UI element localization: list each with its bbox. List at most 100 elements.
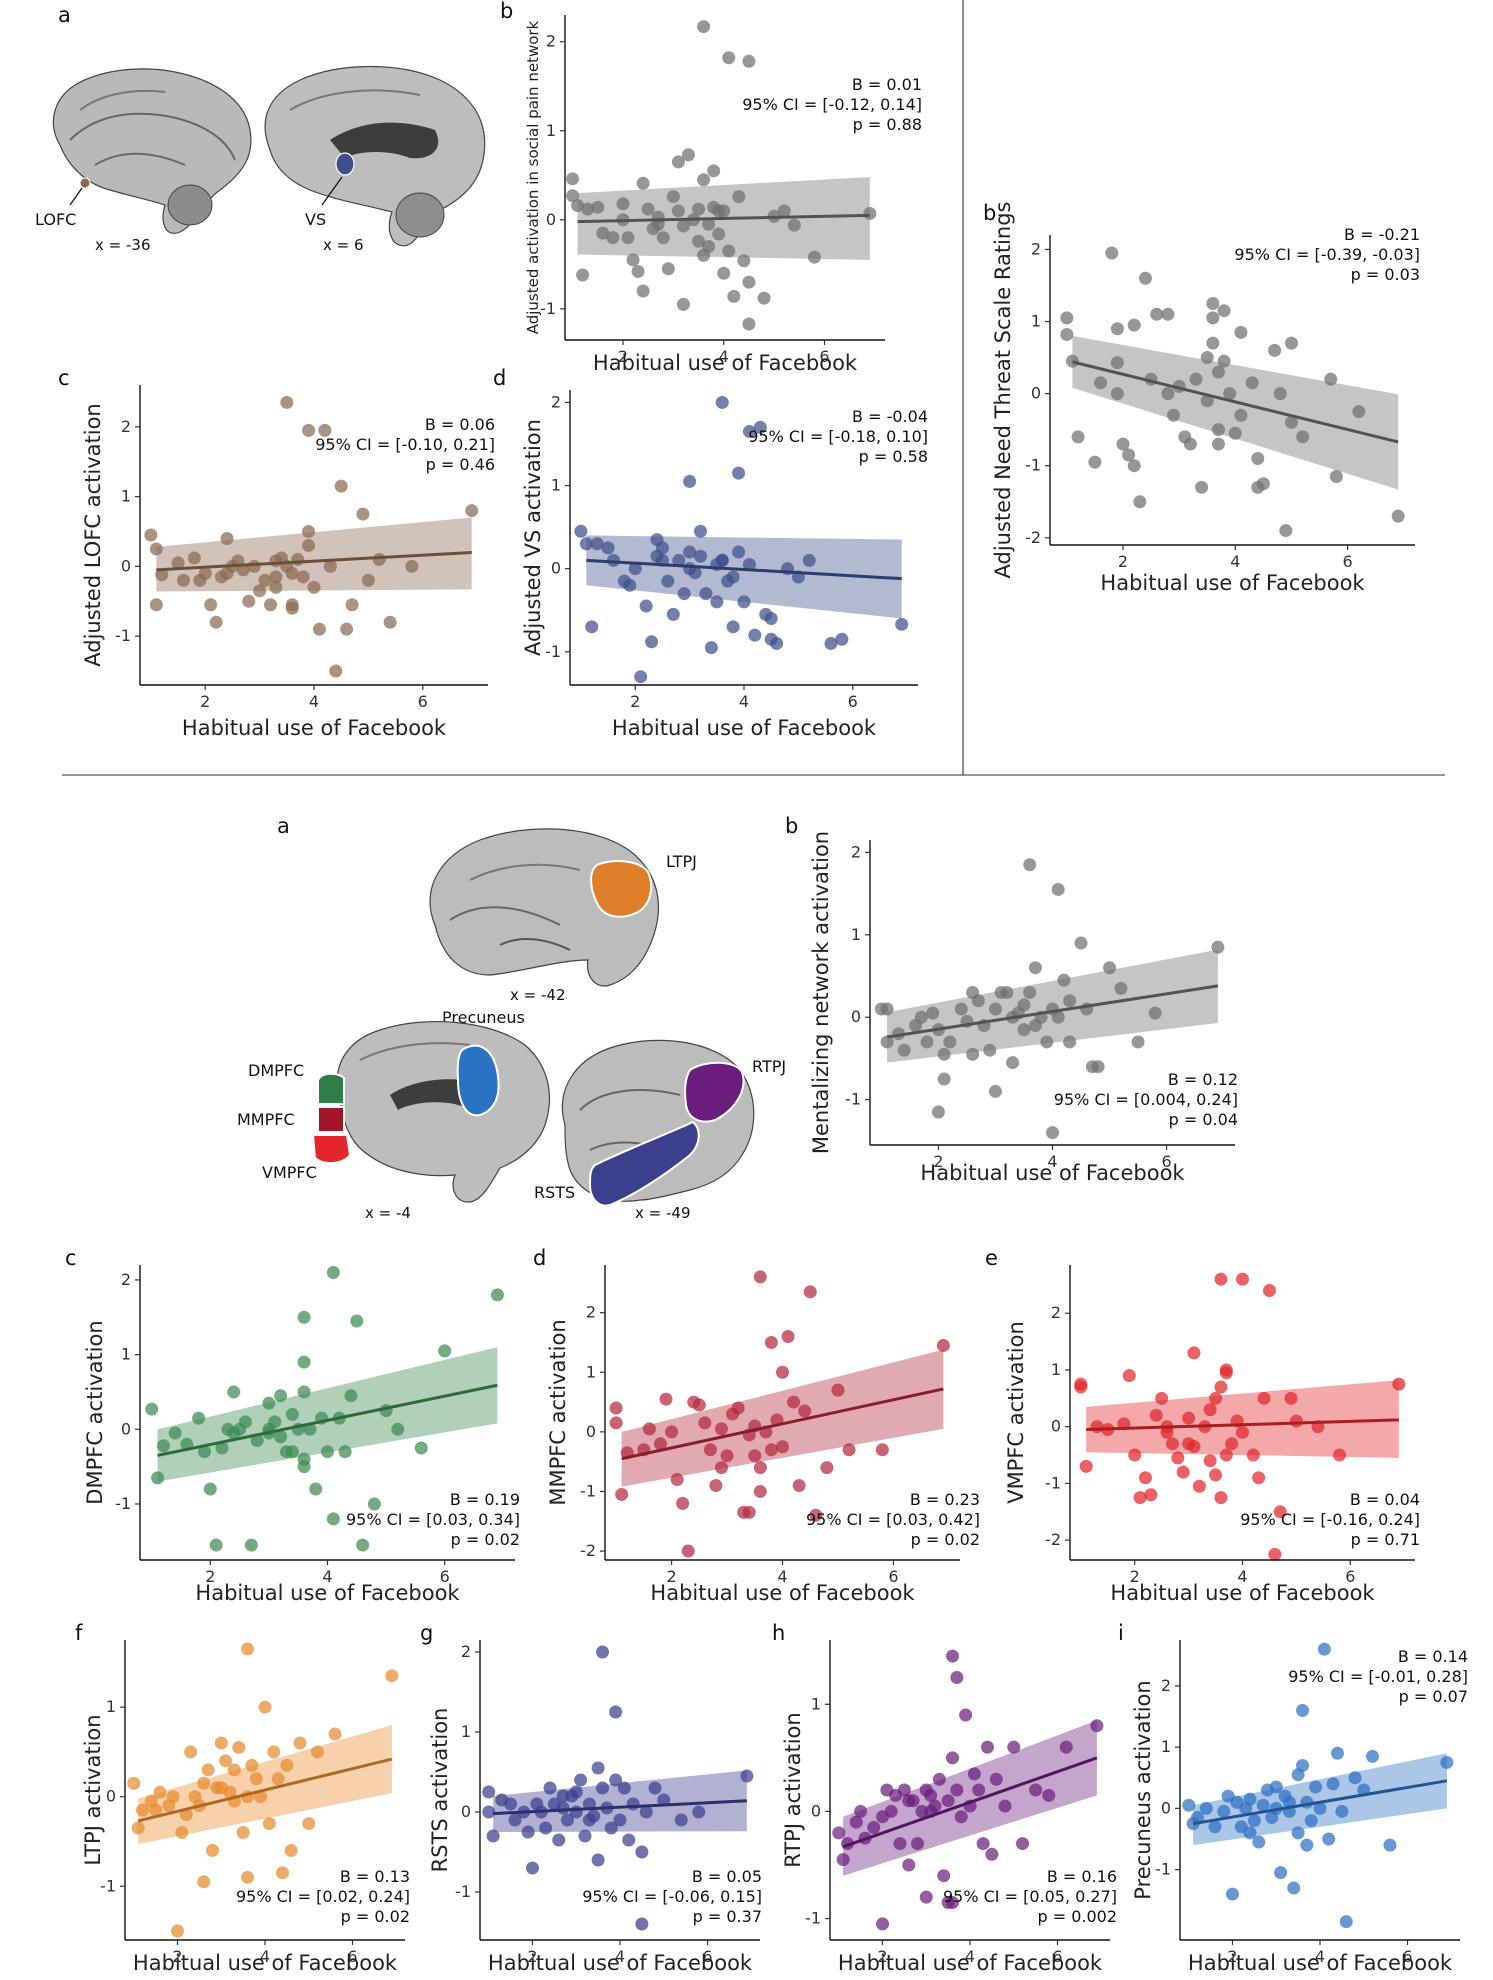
stat-annotation: p = 0.07 (1399, 1687, 1468, 1706)
data-point (803, 1285, 817, 1299)
coord-label-x-49: x = -49 (635, 1204, 690, 1222)
x-axis-label: Habitual use of Facebook (1100, 571, 1365, 595)
data-point (1268, 343, 1282, 357)
y-tick-label: -2 (1025, 528, 1041, 547)
data-point (1182, 1437, 1196, 1451)
data-point (950, 1783, 964, 1797)
data-point (1252, 1835, 1266, 1849)
data-point (764, 1335, 778, 1349)
data-point (1071, 430, 1085, 444)
data-point (809, 1508, 823, 1522)
data-point (753, 1461, 767, 1475)
y-axis-label: VMPFC activation (1004, 1321, 1028, 1504)
data-point (276, 1866, 289, 1880)
data-point (156, 1439, 170, 1453)
panel-letter: b (500, 0, 513, 23)
data-point (626, 253, 640, 267)
data-point (1245, 376, 1259, 390)
data-point (1252, 1471, 1266, 1485)
data-point (702, 240, 716, 254)
x-tick-label: 4 (260, 1947, 270, 1966)
y-tick-label: 1 (121, 487, 131, 506)
data-point (914, 1010, 928, 1024)
data-point (737, 595, 751, 609)
data-point (1211, 365, 1225, 379)
y-axis-label: Adjusted VS activation (521, 419, 545, 656)
data-point (757, 291, 771, 305)
regression-line (586, 558, 902, 581)
stat-annotation: 95% CI = [-0.10, 0.21] (315, 435, 495, 454)
data-point (571, 199, 585, 213)
data-point (1110, 322, 1124, 336)
data-point (344, 1389, 358, 1403)
data-point (1348, 1771, 1362, 1785)
data-point (946, 1896, 959, 1909)
regression-line (1192, 1779, 1448, 1826)
data-point (698, 1416, 712, 1430)
data-point (1006, 1056, 1020, 1070)
data-point (1060, 327, 1074, 341)
data-point (702, 217, 716, 231)
y-axis-label: Adjusted activation in social pain netwo… (524, 20, 542, 334)
data-point (661, 262, 675, 276)
data-point (1335, 1804, 1349, 1818)
data-point (250, 1434, 264, 1448)
x-tick-label: 4 (1315, 1947, 1325, 1966)
stat-annotation: B = -0.21 (1344, 225, 1420, 244)
stat-annotation: B = 0.13 (340, 1867, 410, 1886)
region-ltpj (590, 859, 653, 918)
data-point (1214, 1380, 1228, 1394)
data-point (932, 1772, 946, 1786)
data-point (280, 1758, 294, 1772)
data-point (1284, 415, 1298, 429)
data-point (1284, 1391, 1298, 1405)
data-point (1051, 1010, 1065, 1024)
regression-line (493, 1799, 747, 1816)
data-point (1352, 405, 1366, 419)
stat-annotation: 95% CI = [-0.06, 0.15] (582, 1887, 762, 1906)
stat-annotation: 95% CI = [-0.16, 0.24] (1240, 1510, 1420, 1529)
data-point (245, 1758, 259, 1772)
regression-line (577, 213, 870, 224)
data-point (318, 423, 332, 437)
data-point (1182, 1798, 1196, 1812)
data-point (244, 1538, 258, 1552)
data-point (197, 1445, 211, 1459)
stat-annotation: B = 0.01 (852, 75, 922, 94)
data-point (334, 479, 348, 493)
data-point (171, 556, 185, 570)
data-point (574, 524, 588, 538)
data-point (613, 1813, 627, 1827)
data-point (731, 1401, 745, 1415)
data-point (1110, 387, 1124, 401)
data-point (556, 1789, 570, 1803)
data-point (715, 395, 729, 409)
y-tick-label: -1 (1155, 1860, 1171, 1879)
data-point (1214, 1272, 1228, 1286)
x-axis-label: Habitual use of Facebook (488, 1951, 753, 1975)
y-tick-label: 2 (1161, 1676, 1171, 1695)
data-point (590, 537, 604, 551)
data-point (543, 1781, 557, 1795)
data-point (635, 1845, 649, 1859)
data-point (214, 1736, 228, 1750)
data-point (971, 994, 985, 1008)
x-tick-label: 6 (1343, 552, 1353, 571)
data-point (648, 1781, 662, 1795)
data-point (604, 1821, 618, 1835)
data-point (807, 250, 821, 264)
chart-bot-f: 2 4 6 -1 0 1 Habitual use of Facebook LTPJ acti… (75, 1621, 410, 1975)
data-point (323, 559, 337, 573)
data-point (967, 1767, 981, 1781)
data-point (742, 54, 756, 68)
data-point (1094, 376, 1108, 390)
region-lofc-marker (79, 177, 91, 189)
data-point (1023, 858, 1037, 872)
data-point (902, 1794, 916, 1808)
data-point (1191, 1811, 1204, 1825)
data-point (1171, 1451, 1185, 1465)
data-point (753, 1484, 767, 1498)
data-point (247, 559, 261, 573)
data-point (1317, 1642, 1331, 1656)
data-point (385, 1669, 399, 1683)
